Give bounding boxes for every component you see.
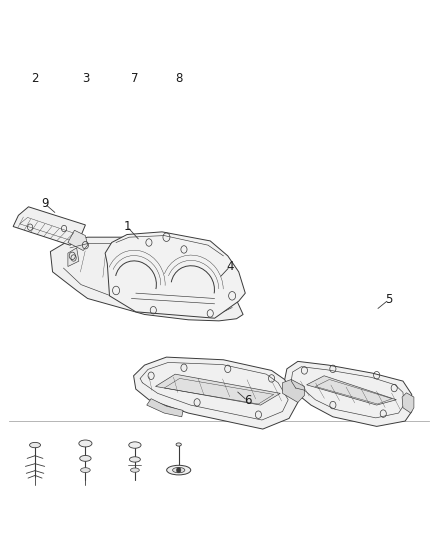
Polygon shape [155, 374, 280, 405]
Text: 3: 3 [82, 72, 89, 85]
Polygon shape [402, 393, 414, 413]
Ellipse shape [129, 442, 141, 448]
Polygon shape [134, 357, 298, 429]
Ellipse shape [80, 455, 91, 461]
Ellipse shape [173, 467, 185, 473]
Polygon shape [50, 237, 243, 321]
Text: 1: 1 [123, 220, 131, 233]
Polygon shape [68, 248, 79, 266]
Circle shape [177, 467, 181, 473]
Polygon shape [68, 230, 88, 251]
Ellipse shape [81, 468, 90, 472]
Text: 8: 8 [175, 72, 182, 85]
Ellipse shape [29, 442, 40, 448]
Text: 2: 2 [31, 72, 39, 85]
Polygon shape [307, 376, 396, 405]
Ellipse shape [79, 440, 92, 447]
Polygon shape [105, 232, 245, 318]
Ellipse shape [166, 465, 191, 475]
Polygon shape [147, 399, 183, 417]
Polygon shape [283, 379, 304, 402]
Text: 5: 5 [385, 293, 392, 306]
Text: 7: 7 [131, 72, 139, 85]
Ellipse shape [176, 443, 181, 446]
Text: 9: 9 [41, 197, 49, 210]
Polygon shape [13, 207, 85, 245]
Text: 6: 6 [244, 394, 251, 407]
Ellipse shape [130, 457, 140, 462]
Polygon shape [285, 361, 412, 426]
Ellipse shape [131, 468, 139, 472]
Text: 4: 4 [226, 260, 234, 273]
